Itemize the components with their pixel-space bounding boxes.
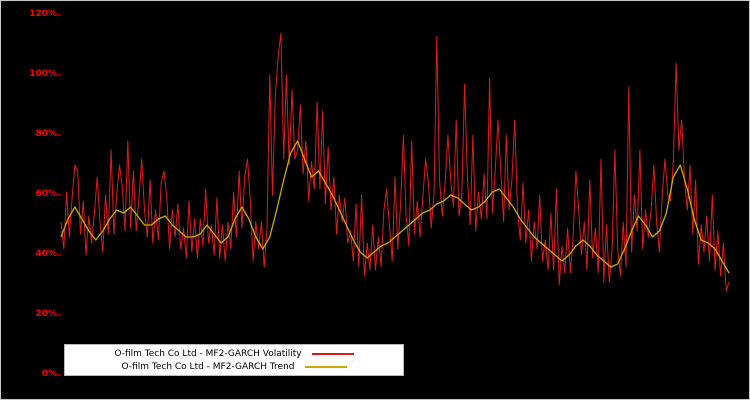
- legend-label-trend: O-film Tech Co Ltd - MF2-GARCH Trend: [121, 361, 295, 372]
- legend-line-sample-volatility: [311, 352, 354, 355]
- y-tick-label: 40%: [35, 249, 57, 259]
- y-tick-label: 100%: [29, 69, 57, 79]
- chart-legend: O-film Tech Co Ltd - MF2-GARCH Volatilit…: [64, 344, 404, 376]
- y-tick-label: 80%: [35, 129, 57, 139]
- y-tick-label: 20%: [35, 309, 57, 319]
- y-tick-label: 60%: [35, 189, 57, 199]
- y-tick-label: 0%: [41, 369, 57, 379]
- legend-item-trend: O-film Tech Co Ltd - MF2-GARCH Trend: [71, 360, 397, 373]
- legend-item-volatility: O-film Tech Co Ltd - MF2-GARCH Volatilit…: [71, 347, 397, 360]
- y-tick-label: 120%: [29, 9, 57, 19]
- legend-label-volatility: O-film Tech Co Ltd - MF2-GARCH Volatilit…: [114, 348, 302, 359]
- legend-line-sample-trend: [304, 365, 347, 368]
